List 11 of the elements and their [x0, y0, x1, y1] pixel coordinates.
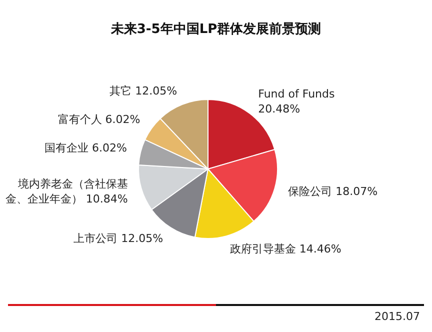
data-label: 20.48%	[258, 102, 300, 116]
slice-label: 上市公司 12.05%	[74, 232, 164, 246]
slice-label: 境内养老金（含社保基金、企业年金） 10.84%	[5, 178, 128, 206]
slice-label: 政府引导基金 14.46%	[230, 242, 342, 256]
slice-label: Fund of Funds	[258, 88, 335, 101]
text: 2015.07	[374, 310, 420, 323]
slice-label: 富有个人 6.02%	[58, 113, 140, 126]
slice-label: 其它 12.05%	[110, 84, 178, 98]
slice-label: 国有企业 6.02%	[44, 142, 128, 155]
slice-label: 保险公司 18.07%	[288, 185, 378, 198]
chart-title: 未来3-5年中国LP群体发展前景预测	[110, 21, 322, 38]
